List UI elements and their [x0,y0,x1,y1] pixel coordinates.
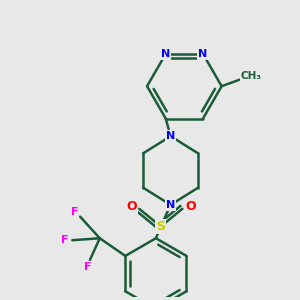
Text: F: F [84,262,92,272]
Text: N: N [198,49,208,59]
Text: N: N [161,49,170,59]
Text: S: S [156,220,165,233]
Text: O: O [185,200,196,213]
Text: F: F [61,235,68,245]
Text: CH₃: CH₃ [241,71,262,81]
Text: O: O [126,200,137,213]
Text: N: N [166,200,175,210]
Text: N: N [166,131,175,141]
Text: F: F [70,207,78,217]
